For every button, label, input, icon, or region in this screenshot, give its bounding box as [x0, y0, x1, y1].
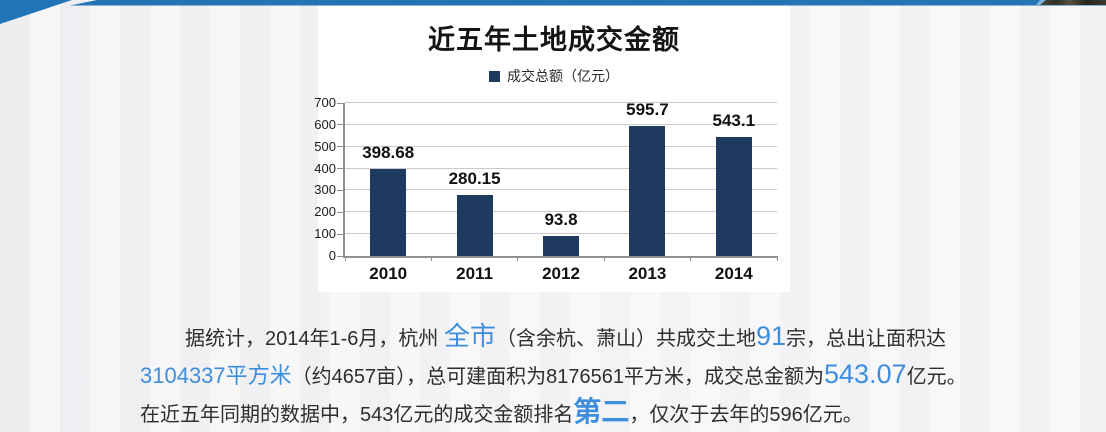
ribbon-wedge — [0, 0, 72, 24]
x-category-label: 2014 — [714, 264, 753, 283]
ribbon-bar — [70, 0, 1106, 6]
y-tick-label: 500 — [314, 138, 336, 154]
text-segment: 据统计，2014年1-6月，杭州 — [185, 328, 444, 350]
y-tick-label: 100 — [314, 226, 336, 242]
gridline — [345, 233, 777, 235]
bar-column: 543.1 2014 — [691, 103, 777, 283]
text-segment: ，仅次于去年的596亿元。 — [629, 404, 863, 426]
y-tick-label: 700 — [314, 95, 336, 110]
bar-value-label: 398.68 — [362, 142, 415, 162]
bar-value-label: 93.8 — [544, 209, 578, 229]
plot-area: 0 100 200 300 400 500 600 700 398.68 2010 280.15 20… — [314, 96, 778, 284]
gridline — [345, 167, 777, 169]
y-tick-mark — [337, 255, 343, 257]
gridline — [345, 145, 777, 147]
y-tick-label: 0 — [328, 248, 336, 263]
bar — [370, 168, 407, 256]
gridline — [345, 189, 777, 191]
x-tick-mark — [690, 256, 692, 261]
bar-column: 93.8 2012 — [518, 103, 604, 284]
y-tick-mark — [337, 168, 343, 170]
x-category-label: 2013 — [628, 264, 667, 283]
paragraph-line: 在近五年同期的数据中，543亿元的成交金额排名第二，仅次于去年的596亿元。 — [140, 393, 967, 431]
bar — [629, 125, 666, 256]
legend-label: 成交总额（亿元） — [507, 68, 619, 84]
paragraph-line: 3104337平方米（约4657亩），总可建面积为8176561平方米，成交总金… — [140, 355, 967, 393]
x-category-label: 2010 — [369, 264, 408, 283]
x-tick-mark — [430, 256, 432, 261]
bar — [456, 194, 493, 256]
highlighted-text-segment: 3104337平方米 — [140, 363, 292, 388]
y-tick-label: 200 — [314, 204, 336, 220]
paragraph: 据统计，2014年1-6月，杭州 全市（含余杭、萧山）共成交土地91宗，总出让面… — [140, 317, 967, 431]
gridline — [345, 211, 777, 213]
y-tick-label: 300 — [314, 182, 336, 198]
text-segment: （约4657亩），总可建面积为8176561平方米，成交总金额为 — [291, 366, 825, 388]
photo-strip-accent — [1036, 0, 1046, 5]
highlighted-text-segment: 91 — [755, 321, 787, 351]
bar-column: 595.7 2013 — [604, 100, 690, 283]
bar-value-label: 543.1 — [712, 111, 756, 131]
text-segment: （含余杭、萧山）共成交土地 — [495, 328, 756, 350]
y-tick-mark — [337, 146, 343, 148]
legend-swatch — [489, 70, 500, 82]
top-ribbon-decoration — [0, 0, 1106, 24]
y-tick-mark — [337, 124, 343, 126]
x-category-label: 2011 — [456, 264, 494, 283]
y-tick-mark — [337, 102, 343, 104]
chart-title: 近五年土地成交金额 — [428, 25, 680, 55]
gridline — [345, 102, 777, 103]
highlighted-text-segment: 全市 — [443, 321, 496, 351]
photo-strip — [1040, 0, 1106, 5]
y-tick-label: 600 — [314, 116, 336, 132]
y-tick-mark — [337, 189, 343, 191]
x-tick-mark — [776, 256, 778, 261]
highlighted-text-segment: 543.07 — [824, 359, 907, 389]
y-axis-line — [343, 103, 345, 258]
y-tick-mark — [337, 233, 343, 235]
bar — [542, 235, 579, 256]
y-tick-label: 400 — [314, 160, 336, 176]
x-category-label: 2012 — [542, 264, 580, 283]
bar-value-label: 280.15 — [448, 168, 501, 188]
paragraph-line: 据统计，2014年1-6月，杭州 全市（含余杭、萧山）共成交土地91宗，总出让面… — [140, 317, 967, 355]
highlighted-text-segment: 第二 — [573, 396, 630, 427]
x-tick-mark — [603, 256, 605, 261]
bar-value-label: 595.7 — [626, 99, 669, 119]
bar — [715, 137, 752, 256]
gridline — [345, 123, 777, 125]
x-tick-mark — [517, 256, 519, 261]
y-tick-mark — [337, 211, 343, 213]
text-segment: 在近五年同期的数据中，543亿元的成交金额排名 — [140, 404, 574, 426]
text-segment: 宗，总出让面积达 — [786, 328, 947, 350]
x-axis-line — [343, 256, 777, 258]
bar-column: 280.15 2011 — [431, 103, 517, 283]
x-tick-mark — [344, 256, 346, 261]
chart-legend: 成交总额（亿元） — [318, 66, 790, 86]
text-segment: 亿元。 — [906, 366, 967, 388]
chart-panel: 近五年土地成交金额 成交总额（亿元） 0 100 200 300 400 500 600 70… — [314, 6, 790, 292]
bar-column: 398.68 2010 — [345, 103, 431, 283]
